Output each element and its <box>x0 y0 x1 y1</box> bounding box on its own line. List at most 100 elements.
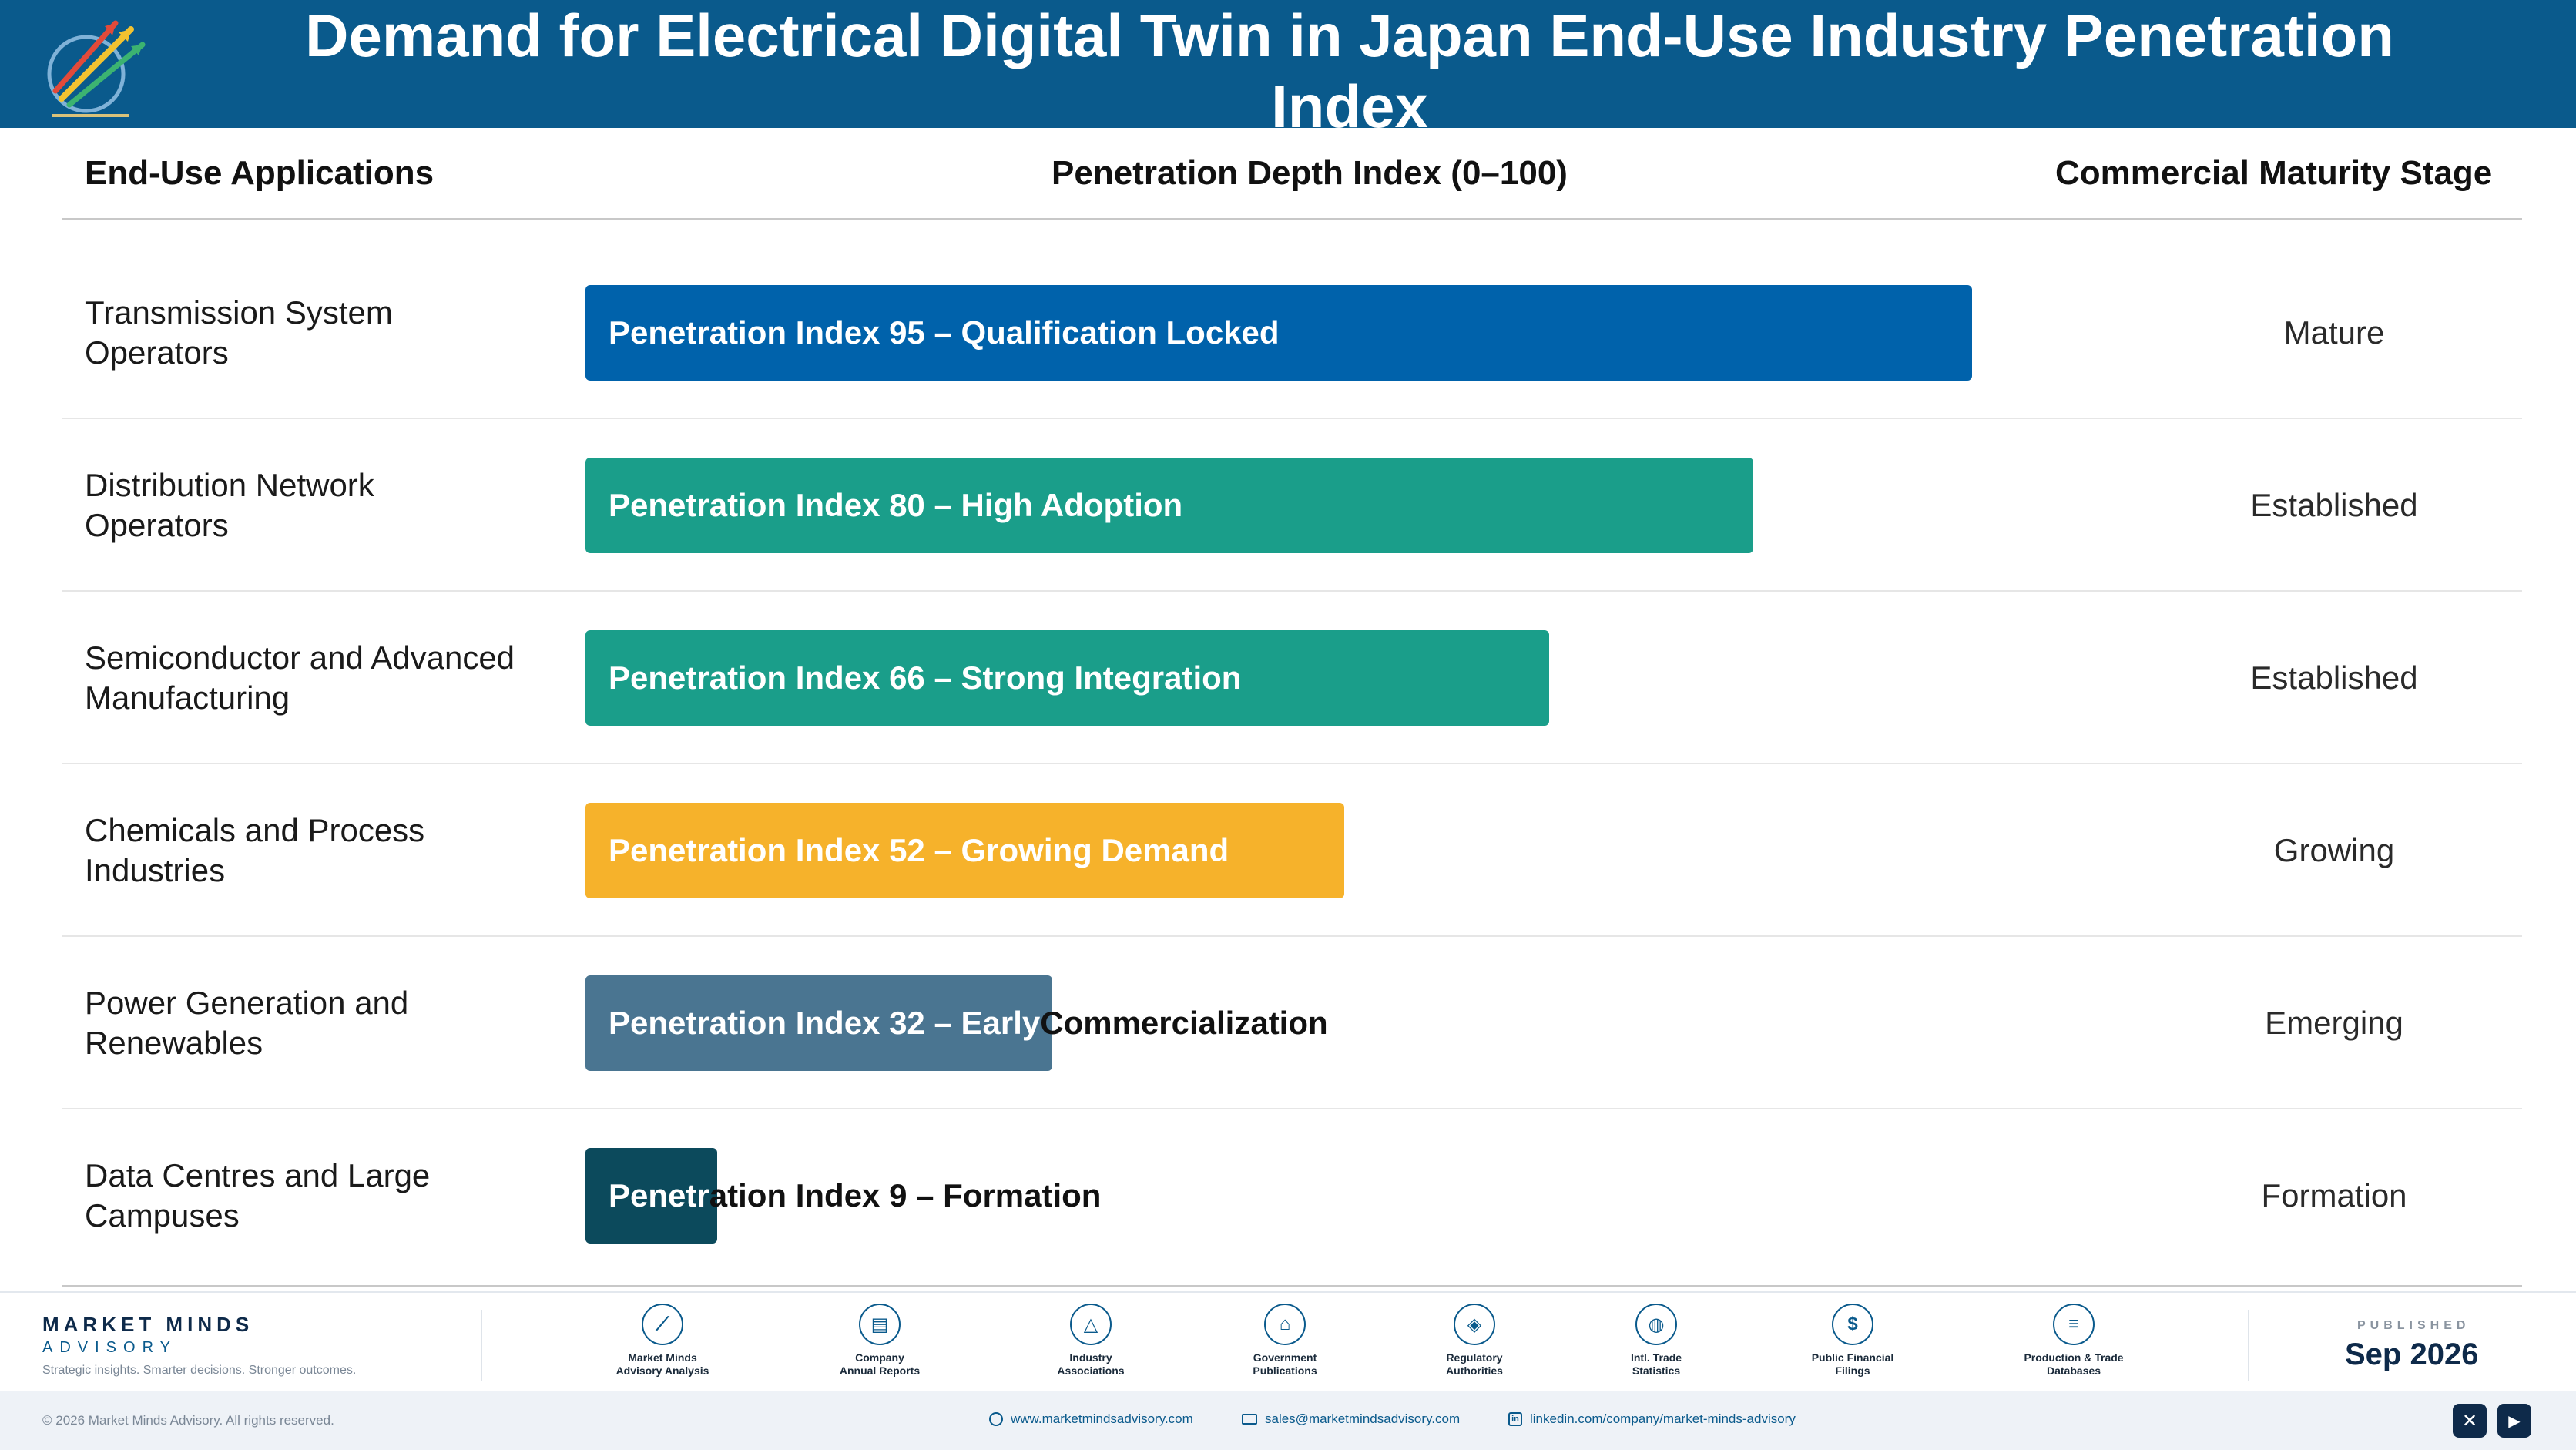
email-link[interactable]: sales@marketmindsadvisory.com <box>1242 1411 1460 1427</box>
brand-name: MARKET MINDS <box>42 1313 254 1336</box>
source-item: $ Public Financial Filings <box>1768 1304 1937 1378</box>
maturity-stage: Growing <box>2273 832 2395 868</box>
bar-label: Penetration Index 95 – Qualification Loc… <box>609 285 1280 381</box>
bar-label: Penetration Index 32 – Early Commerciali… <box>609 975 1328 1071</box>
chart-row: Power Generation and Renewables Penetratio… <box>62 937 2522 1109</box>
bar-label: Penetration Index 66 – Strong Integratio… <box>609 630 1241 726</box>
sources-list: ⟋ Market Minds Advisory Analysis ▤ Company An… <box>585 1304 2157 1388</box>
category-label-line: Operators <box>85 334 229 371</box>
bar <box>585 458 1753 553</box>
category-label-line: Distribution Network <box>85 467 374 503</box>
bar-label-inside: Penetration Index 95 – Qualification Loc… <box>609 314 1280 351</box>
source-label: Production & Trade Databases <box>1989 1351 2158 1378</box>
mail-icon <box>1242 1414 1257 1425</box>
copyright: © 2026 Market Minds Advisory. All rights… <box>42 1413 334 1428</box>
government-building-icon: ⌂ <box>1264 1304 1306 1345</box>
trend-chart-icon: ⟋ <box>642 1304 683 1345</box>
website-link[interactable]: www.marketmindsadvisory.com <box>989 1411 1193 1427</box>
source-label-line: Advisory Analysis <box>615 1364 709 1377</box>
dollar-coin-icon: $ <box>1832 1304 1873 1345</box>
linkedin-icon: in <box>1508 1412 1522 1426</box>
linkedin-link[interactable]: in linkedin.com/company/market-minds-adv… <box>1508 1411 1796 1427</box>
bar-label: Penetration Index 80 – High Adoption <box>609 458 1182 553</box>
shield-check-icon: ◈ <box>1454 1304 1495 1345</box>
source-item: ≡ Production & Trade Databases <box>1989 1304 2158 1378</box>
footer-sources-strip: MARKET MINDS ADVISORY Strategic insights… <box>0 1291 2576 1391</box>
source-item: ▤ Company Annual Reports <box>795 1304 964 1378</box>
rocket-arrows-icon <box>47 20 146 117</box>
chart-row: Semiconductor and Advanced Manufacturing P… <box>62 592 2522 764</box>
brand-subtitle: ADVISORY <box>42 1339 177 1356</box>
footer-divider <box>2248 1310 2249 1381</box>
source-label: Government Publications <box>1200 1351 1370 1378</box>
source-label-line: Regulatory <box>1446 1351 1503 1364</box>
footer-divider <box>481 1310 482 1381</box>
chart-row: Chemicals and Process Industries Penetrati… <box>62 764 2522 937</box>
source-label-line: Annual Reports <box>839 1364 921 1377</box>
globe-icon <box>989 1412 1003 1426</box>
source-label: Industry Associations <box>1006 1351 1176 1378</box>
document-icon: ▤ <box>859 1304 901 1345</box>
maturity-stage: Established <box>2250 487 2418 523</box>
footer-contact-bar: © 2026 Market Minds Advisory. All rights… <box>0 1391 2576 1450</box>
youtube-icon[interactable]: ▶ <box>2497 1404 2531 1438</box>
maturity-stage: Formation <box>2261 1177 2407 1213</box>
bar-label-inside: Penetration Index 52 – Growing Demand <box>609 832 1229 868</box>
source-label-line: Production & Trade <box>2024 1351 2124 1364</box>
maturity-stage: Mature <box>2283 314 2385 351</box>
bar-label-inside: Penetr <box>609 1177 709 1213</box>
source-label: Market Minds Advisory Analysis <box>578 1351 747 1378</box>
bar-label-inside: Penetration Index 66 – Strong Integratio… <box>609 660 1242 696</box>
row-divider <box>62 935 2522 937</box>
source-label-line: Public Financial <box>1811 1351 1894 1364</box>
source-label-line: Intl. Trade <box>1630 1351 1682 1364</box>
source-item: △ Industry Associations <box>1006 1304 1176 1378</box>
chart-row: Data Centres and Large Campuses Penetr atio… <box>62 1109 2522 1282</box>
source-label-line: Filings <box>1835 1364 1870 1377</box>
category-label-line: Manufacturing <box>85 680 290 716</box>
category-label-line: Campuses <box>85 1197 240 1234</box>
source-label-line: Authorities <box>1446 1364 1503 1377</box>
chart-row: Transmission System Operators Penetration … <box>62 247 2522 419</box>
category-label: Chemicals and Process Industries <box>85 764 578 937</box>
category-label: Semiconductor and Advanced Manufacturing <box>85 592 578 764</box>
category-label-line: Operators <box>85 507 229 543</box>
website-text: www.marketmindsadvisory.com <box>1011 1411 1193 1426</box>
footer: MARKET MINDS ADVISORY Strategic insights… <box>0 1291 2576 1450</box>
category-label: Distribution Network Operators <box>85 419 578 592</box>
source-item: ◍ Intl. Trade Statistics <box>1571 1304 1741 1378</box>
title-line-1: Demand for Electrical Digital Twin in Ja… <box>305 2 2394 69</box>
header-banner: Demand for Electrical Digital Twin in Ja… <box>0 0 2576 140</box>
column-header-applications: End-Use Applications <box>85 154 434 192</box>
category-label-line: Semiconductor and Advanced <box>85 639 515 676</box>
x-icon[interactable]: ✕ <box>2453 1404 2487 1438</box>
category-label-line: Renewables <box>85 1025 263 1061</box>
source-label-line: Publications <box>1253 1364 1317 1377</box>
category-label-line: Industries <box>85 852 226 888</box>
bar-label-inside: Penetration Index 80 – High Adoption <box>609 487 1183 523</box>
linkedin-text: linkedin.com/company/market-minds-adviso… <box>1530 1411 1796 1426</box>
source-item: ◈ Regulatory Authorities <box>1390 1304 1559 1378</box>
bar <box>585 630 1549 726</box>
bar <box>585 803 1345 898</box>
bar <box>585 1148 717 1244</box>
category-label: Transmission System Operators <box>85 247 578 419</box>
chart-row: Distribution Network Operators Penetration… <box>62 419 2522 592</box>
header-divider <box>62 218 2522 220</box>
category-label-line: Power Generation and <box>85 985 409 1021</box>
source-label-line: Industry <box>1069 1351 1112 1364</box>
network-icon: △ <box>1070 1304 1112 1345</box>
maturity-stage: Established <box>2250 660 2418 696</box>
category-label: Power Generation and Renewables <box>85 937 578 1109</box>
published-label: PUBLISHED <box>2357 1319 2470 1332</box>
source-label-line: Associations <box>1057 1364 1125 1377</box>
globe-icon: ◍ <box>1635 1304 1677 1345</box>
chart-bottom-divider <box>62 1285 2522 1287</box>
source-item: ⟋ Market Minds Advisory Analysis <box>578 1304 747 1378</box>
bar-label-outside: ation Index 9 – Formation <box>709 1177 1102 1213</box>
source-label-line: Company <box>855 1351 904 1364</box>
page-title: Demand for Electrical Digital Twin in Ja… <box>185 0 2514 142</box>
category-label-line: Transmission System <box>85 294 393 331</box>
bar-label-outside: Commercialization <box>1040 1005 1328 1041</box>
bar <box>585 285 1972 381</box>
